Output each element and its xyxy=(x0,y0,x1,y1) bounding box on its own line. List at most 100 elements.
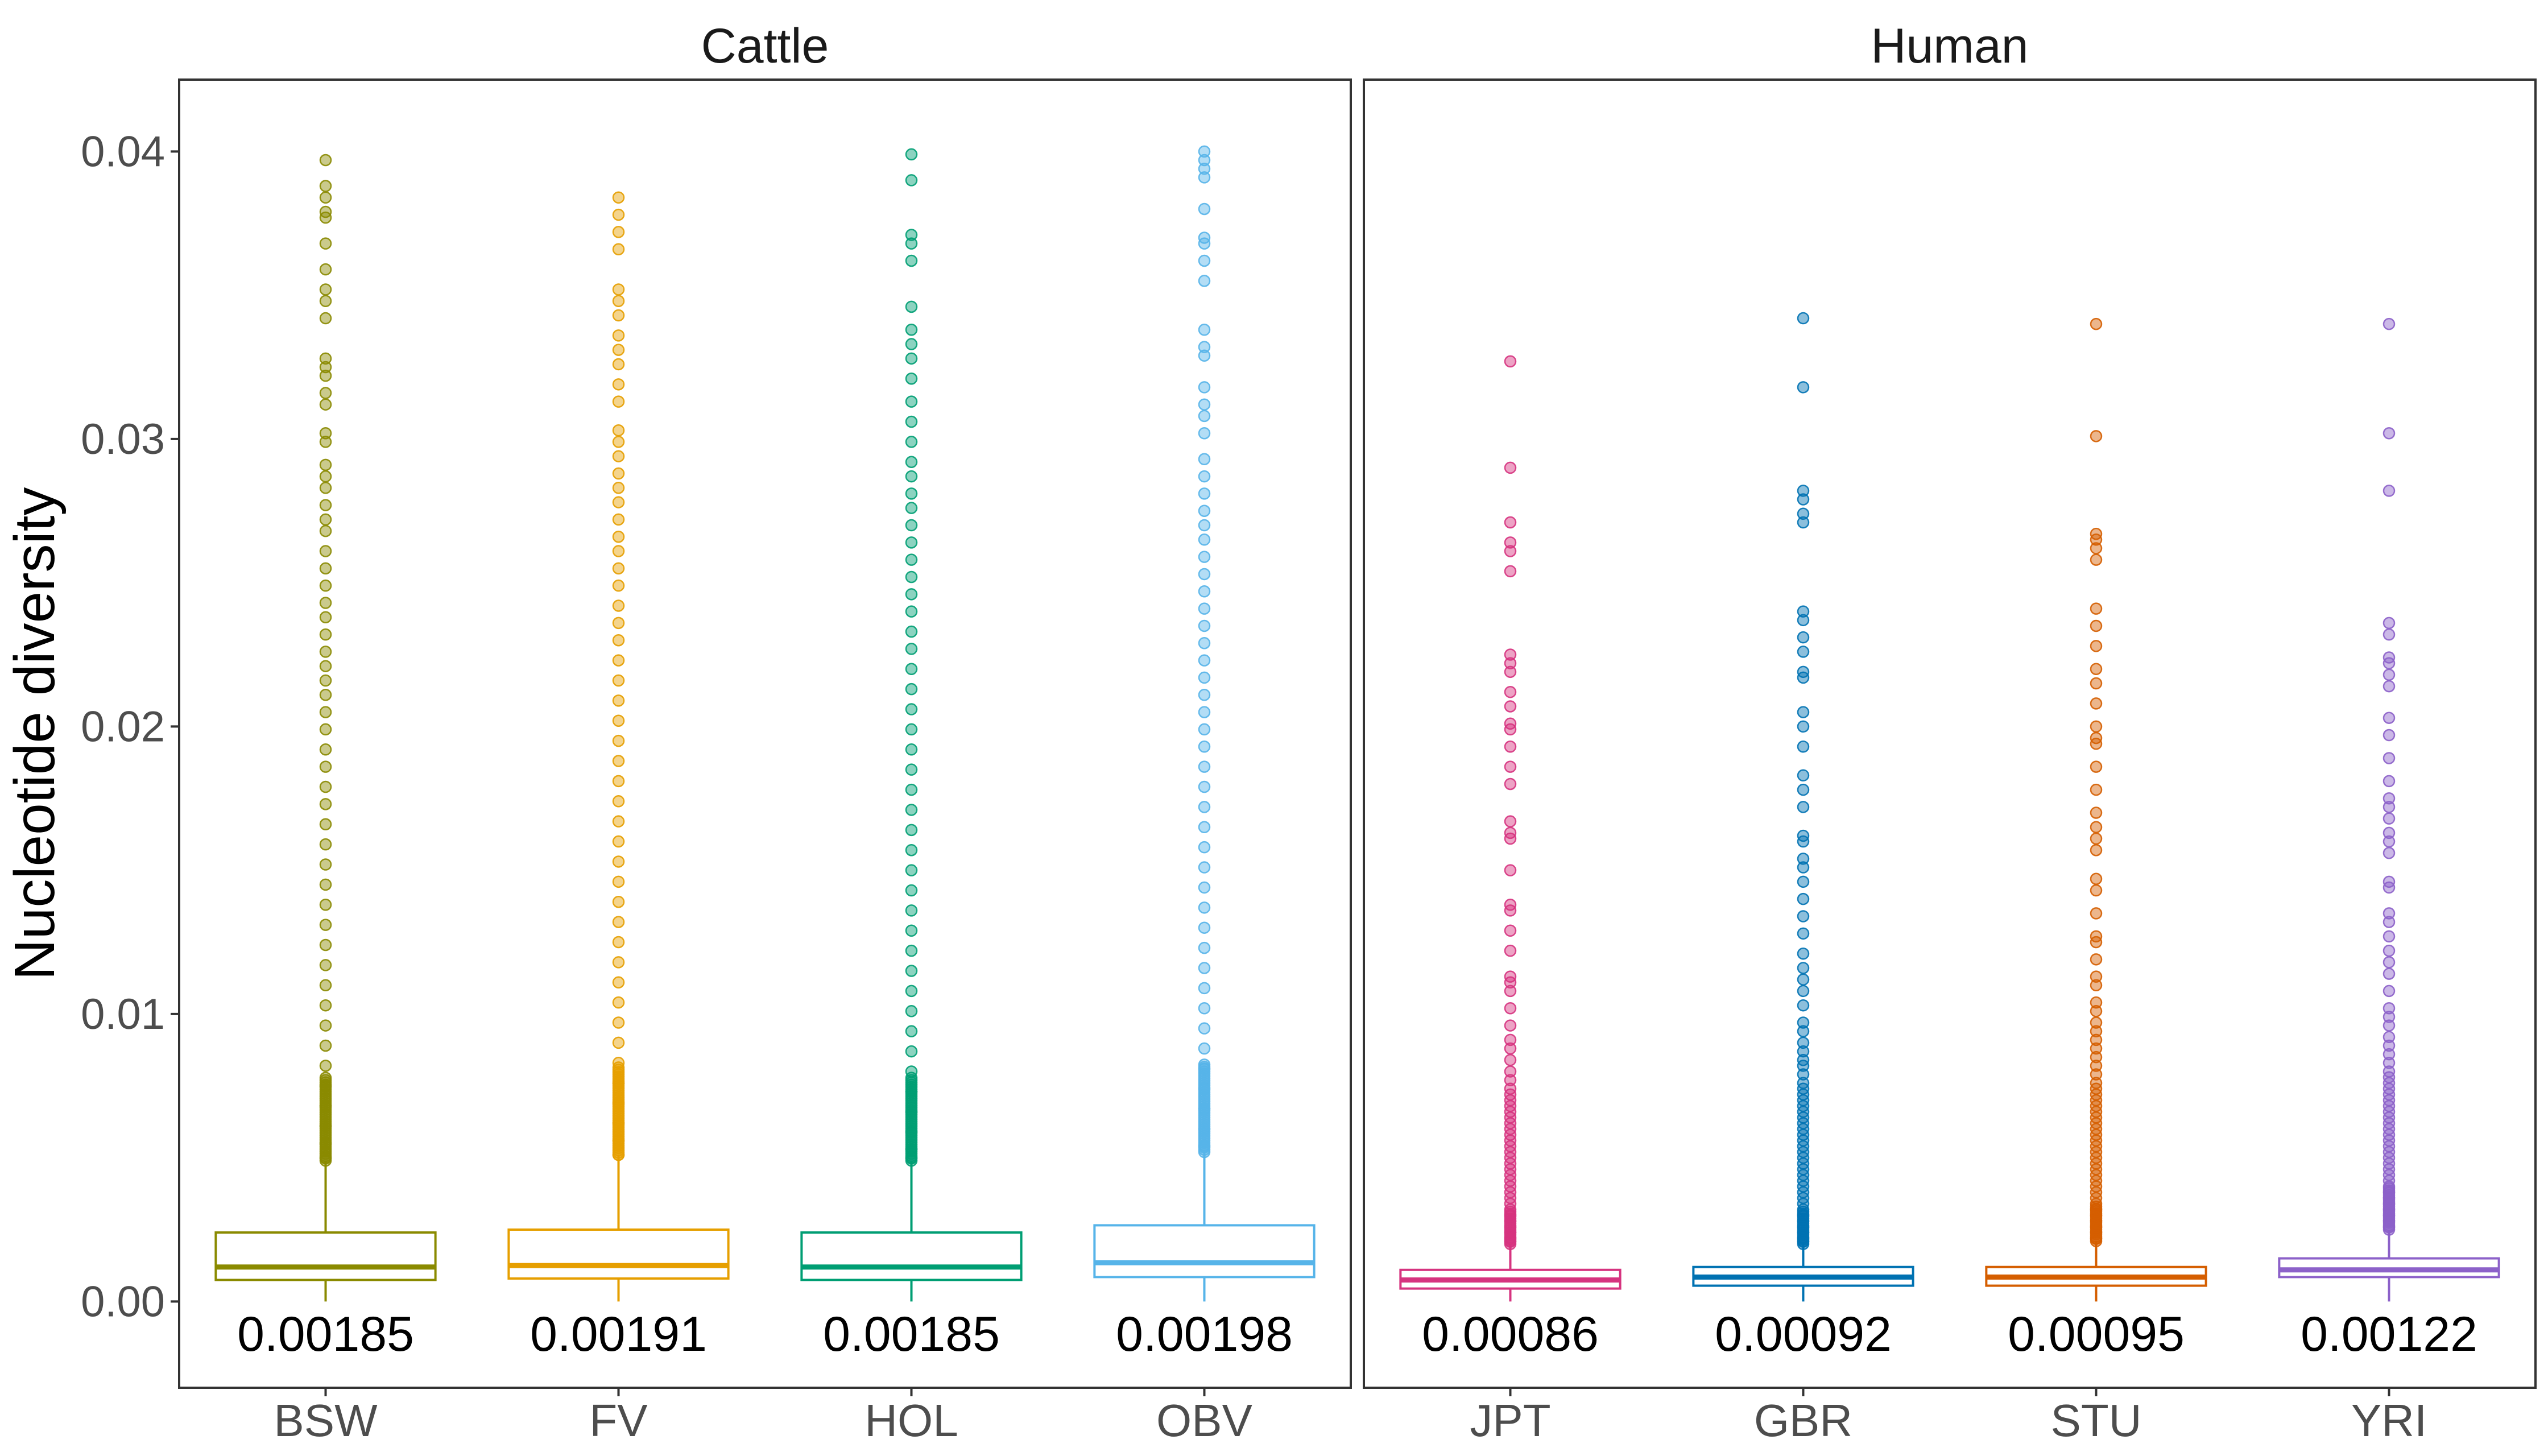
outlier-point xyxy=(1504,1065,1517,1078)
outlier-point xyxy=(1797,706,1810,718)
outlier-point xyxy=(319,579,332,592)
outlier-point xyxy=(2382,907,2396,920)
outlier-point xyxy=(2382,1182,2396,1194)
outlier-point xyxy=(905,864,918,876)
outlier-point xyxy=(319,369,332,382)
mean-label: 0.00185 xyxy=(823,1307,1000,1362)
outlier-point xyxy=(1198,171,1211,184)
outlier-point xyxy=(905,456,918,469)
outlier-point xyxy=(612,835,625,848)
outlier-point xyxy=(1198,881,1211,894)
outlier-point xyxy=(1198,551,1211,563)
outlier-point xyxy=(905,588,918,601)
outlier-point xyxy=(2090,317,2103,330)
outlier-point xyxy=(905,924,918,937)
outlier-point xyxy=(905,763,918,776)
box-group-yri: 0.00122 YRI xyxy=(2278,317,2500,1446)
outlier-point xyxy=(1198,723,1211,736)
outlier-point xyxy=(1504,760,1517,773)
outlier-point xyxy=(905,605,918,618)
outlier-point xyxy=(612,1016,625,1029)
outlier-point xyxy=(612,996,625,1009)
outlier-point xyxy=(319,211,332,224)
outlier-point xyxy=(905,553,918,566)
outlier-point xyxy=(905,965,918,977)
outlier-point xyxy=(1797,1068,1810,1081)
outlier-point xyxy=(612,562,625,575)
mean-label: 0.00086 xyxy=(1422,1307,1599,1362)
outlier-point xyxy=(1797,783,1810,796)
outlier-point xyxy=(2382,1031,2396,1044)
y-tick-label: 0.00 xyxy=(81,1277,165,1326)
box-group-bsw: 0.00185 BSW xyxy=(214,154,437,1446)
outlier-point xyxy=(319,1072,332,1084)
outlier-point xyxy=(1504,723,1517,736)
outlier-point xyxy=(612,513,625,526)
outlier-point xyxy=(1797,720,1810,733)
outlier-point xyxy=(2090,619,2103,632)
outlier-point xyxy=(1198,671,1211,684)
outlier-point xyxy=(2382,930,2396,943)
outlier-point xyxy=(1198,780,1211,793)
outlier-point xyxy=(319,723,332,736)
outlier-point xyxy=(1198,619,1211,632)
outlier-point xyxy=(2382,1002,2396,1015)
outlier-point xyxy=(905,148,918,161)
outlier-point xyxy=(1198,941,1211,954)
outlier-point xyxy=(2090,663,2103,676)
outlier-point xyxy=(1198,453,1211,466)
outlier-point xyxy=(905,436,918,448)
outlier-point xyxy=(1198,841,1211,854)
outlier-point xyxy=(612,795,625,808)
outlier-point xyxy=(2090,843,2103,857)
outlier-point xyxy=(1504,944,1517,957)
outlier-point xyxy=(905,519,918,532)
outlier-point xyxy=(319,1019,332,1032)
outlier-point xyxy=(1797,646,1810,658)
outlier-point xyxy=(1504,976,1517,989)
outlier-point xyxy=(2382,967,2396,980)
outlier-point xyxy=(319,482,332,494)
outlier-point xyxy=(905,372,918,385)
outlier-point xyxy=(2382,826,2396,839)
outlier-point xyxy=(319,899,332,911)
outlier-point xyxy=(2090,720,2103,733)
outlier-point xyxy=(319,689,332,701)
outlier-point xyxy=(2382,916,2396,928)
outlier-point xyxy=(905,663,918,676)
box-group-hol: 0.00185 HOL xyxy=(800,148,1023,1446)
outlier-point xyxy=(2090,553,2103,566)
outlier-point xyxy=(2382,617,2396,630)
outlier-point xyxy=(612,424,625,437)
box-iqr xyxy=(507,1228,730,1280)
outlier-point xyxy=(1504,1042,1517,1055)
outlier-point xyxy=(1797,910,1810,923)
outlier-point xyxy=(1797,312,1810,325)
x-tick-label: HOL xyxy=(864,1395,958,1446)
outlier-point xyxy=(2090,884,2103,897)
outlier-point xyxy=(2090,430,2103,442)
outlier-point xyxy=(1198,901,1211,914)
y-tick-label: 0.01 xyxy=(81,990,165,1039)
outlier-point xyxy=(1504,665,1517,679)
outlier-point xyxy=(905,1005,918,1017)
outlier-point xyxy=(1198,398,1211,411)
outlier-point xyxy=(2090,1005,2103,1017)
outlier-point xyxy=(319,436,332,448)
outlier-point xyxy=(1198,341,1211,353)
outlier-point xyxy=(612,283,625,296)
outlier-point xyxy=(1797,853,1810,865)
outlier-point xyxy=(2090,970,2103,983)
outlier-point xyxy=(319,938,332,952)
x-tick-label: JPT xyxy=(1470,1395,1550,1446)
outlier-point xyxy=(319,524,332,537)
outlier-point xyxy=(2090,979,2103,992)
outlier-point xyxy=(2090,542,2103,555)
outlier-point xyxy=(1198,1042,1211,1055)
outlier-point xyxy=(905,1072,918,1084)
outlier-point xyxy=(1797,485,1810,497)
outlier-point xyxy=(1797,769,1810,782)
mean-label: 0.00191 xyxy=(530,1307,707,1362)
outlier-point xyxy=(1797,1036,1810,1049)
